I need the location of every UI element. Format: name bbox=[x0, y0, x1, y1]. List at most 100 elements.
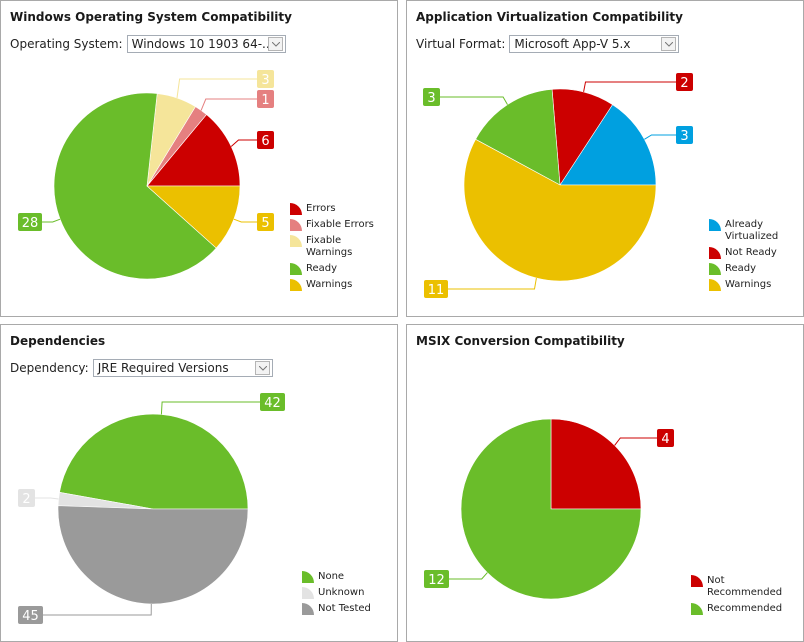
legend-label-line: Recommended bbox=[707, 603, 783, 614]
legend-label-line: Warnings bbox=[306, 279, 353, 290]
os-select-row: Operating System: Windows 10 1903 64-... bbox=[10, 34, 286, 54]
value-badge-ready bbox=[423, 88, 440, 106]
pie-slice-ready[interactable] bbox=[53, 92, 217, 280]
value-label-none: 42 bbox=[264, 396, 281, 411]
legend-item-not-recommended[interactable]: Not Recommended bbox=[691, 575, 782, 599]
legend-label: Not Ready bbox=[725, 247, 777, 259]
legend-item-warnings[interactable]: Warnings bbox=[290, 279, 374, 291]
leader-line-fixable-warnings bbox=[176, 78, 257, 99]
msix-panel: MSIX Conversion Compatibility 4 12 Not Rec… bbox=[406, 324, 804, 642]
leader-line-not-ready bbox=[583, 81, 676, 92]
leader-line-none bbox=[160, 401, 260, 415]
value-label-fixable-errors: 1 bbox=[261, 93, 269, 108]
value-label-warnings: 5 bbox=[261, 216, 269, 231]
legend-label-line: Already bbox=[725, 219, 764, 230]
pie-slice-warnings[interactable] bbox=[463, 138, 657, 282]
legend-swatch-icon bbox=[290, 263, 302, 275]
deps-select-row: Dependency: JRE Required Versions bbox=[10, 358, 273, 378]
legend-swatch-icon bbox=[709, 263, 721, 275]
os-select[interactable]: Windows 10 1903 64-... bbox=[126, 35, 286, 53]
legend-label-line: Not bbox=[707, 575, 725, 586]
legend-swatch-icon bbox=[691, 575, 703, 587]
legend-label-line: Ready bbox=[725, 263, 757, 274]
dependencies-panel: Dependencies Dependency: JRE Required Ve… bbox=[0, 324, 398, 642]
legend-item-errors[interactable]: Errors bbox=[290, 203, 374, 215]
value-label-ready: 3 bbox=[427, 91, 435, 106]
value-badge-already-virtualized bbox=[676, 126, 693, 144]
virt-select-row: Virtual Format: Microsoft App-V 5.x bbox=[416, 34, 680, 54]
value-label-fixable-warnings: 3 bbox=[261, 73, 269, 88]
leader-line-recommended bbox=[449, 572, 488, 580]
virtualization-panel: Application Virtualization Compatibility… bbox=[406, 0, 804, 317]
value-label-recommended: 12 bbox=[428, 573, 445, 588]
legend-swatch-icon bbox=[709, 279, 721, 291]
legend-label-line: Not Ready bbox=[725, 247, 777, 258]
legend-swatch-icon bbox=[290, 203, 302, 215]
legend-label: Errors bbox=[306, 203, 336, 215]
legend-swatch-icon bbox=[290, 235, 302, 247]
legend-item-none[interactable]: None bbox=[302, 571, 371, 583]
virtualization-pie-chart: 3 2 3 11 bbox=[423, 73, 693, 298]
value-label-already-virtualized: 3 bbox=[680, 129, 688, 144]
leader-line-fixable-errors bbox=[200, 98, 257, 111]
legend-label: Recommended bbox=[707, 603, 782, 615]
leader-line-unknown bbox=[35, 497, 59, 500]
legend-item-not-ready[interactable]: Not Ready bbox=[709, 247, 778, 259]
virtual-format-select[interactable]: Microsoft App-V 5.x bbox=[509, 35, 680, 53]
panel-title: Application Virtualization Compatibility bbox=[416, 10, 683, 24]
value-badge-errors bbox=[257, 131, 274, 149]
chevron-down-icon[interactable] bbox=[254, 361, 270, 375]
leader-line-ready bbox=[42, 218, 61, 223]
chevron-down-icon[interactable] bbox=[267, 37, 283, 51]
legend-swatch-icon bbox=[709, 247, 721, 259]
pie-slice-ready[interactable] bbox=[475, 89, 561, 186]
legend-label: Already Virtualized bbox=[725, 219, 778, 243]
value-badge-none bbox=[260, 393, 285, 411]
panel-title: Dependencies bbox=[10, 334, 106, 348]
legend-item-already-virtualized[interactable]: Already Virtualized bbox=[709, 219, 778, 243]
virt-select-label: Virtual Format: bbox=[416, 37, 506, 51]
value-label-not-ready: 2 bbox=[680, 76, 688, 91]
legend-item-not-tested[interactable]: Not Tested bbox=[302, 603, 371, 615]
legend-label: Not Recommended bbox=[707, 575, 782, 599]
legend-item-unknown[interactable]: Unknown bbox=[302, 587, 371, 599]
legend-item-recommended[interactable]: Recommended bbox=[691, 603, 782, 615]
legend-item-ready[interactable]: Ready bbox=[709, 263, 778, 275]
chevron-down-icon[interactable] bbox=[661, 37, 677, 51]
legend-label: Warnings bbox=[306, 279, 352, 291]
pie-slice-not-tested[interactable] bbox=[57, 505, 249, 605]
legend-label: Not Tested bbox=[318, 603, 371, 615]
msix-legend: Not Recommended Recommended bbox=[691, 575, 782, 619]
legend-swatch-icon bbox=[691, 603, 703, 615]
legend-label-line: None bbox=[318, 571, 345, 582]
os-select-label: Operating System: bbox=[10, 37, 123, 51]
legend-label-line: Errors bbox=[306, 203, 336, 214]
msix-pie-chart: 4 12 bbox=[424, 418, 674, 600]
value-badge-ready bbox=[18, 213, 42, 231]
legend-item-fixable-warnings[interactable]: Fixable Warnings bbox=[290, 235, 374, 259]
legend-label: Unknown bbox=[318, 587, 364, 599]
deps-select-value: JRE Required Versions bbox=[97, 361, 229, 375]
value-badge-fixable-errors bbox=[257, 90, 274, 108]
virt-select-value: Microsoft App-V 5.x bbox=[514, 37, 631, 51]
legend-label-line: Warnings bbox=[306, 247, 353, 258]
legend-item-fixable-errors[interactable]: Fixable Errors bbox=[290, 219, 374, 231]
pie-slice-not-recommended[interactable] bbox=[550, 418, 642, 510]
value-badge-unknown bbox=[18, 489, 35, 507]
value-badge-not-ready bbox=[676, 73, 693, 91]
legend-label-line: Ready bbox=[306, 263, 338, 274]
value-label-errors: 6 bbox=[261, 134, 269, 149]
legend-item-warnings[interactable]: Warnings bbox=[709, 279, 778, 291]
pie-slice-warnings[interactable] bbox=[146, 185, 241, 249]
legend-swatch-icon bbox=[302, 571, 314, 583]
leader-line-ready bbox=[440, 96, 508, 105]
dependency-select[interactable]: JRE Required Versions bbox=[92, 359, 273, 377]
os-legend: Errors Fixable Errors Fixable Warnings Ready… bbox=[290, 203, 374, 295]
legend-item-ready[interactable]: Ready bbox=[290, 263, 374, 275]
leader-line-not-tested bbox=[43, 603, 152, 616]
leader-line-warnings bbox=[233, 218, 257, 223]
value-label-warnings: 11 bbox=[428, 283, 445, 298]
pie-slice-errors[interactable] bbox=[146, 114, 241, 187]
value-badge-warnings bbox=[257, 213, 274, 231]
pie-slice-none[interactable] bbox=[59, 413, 249, 510]
